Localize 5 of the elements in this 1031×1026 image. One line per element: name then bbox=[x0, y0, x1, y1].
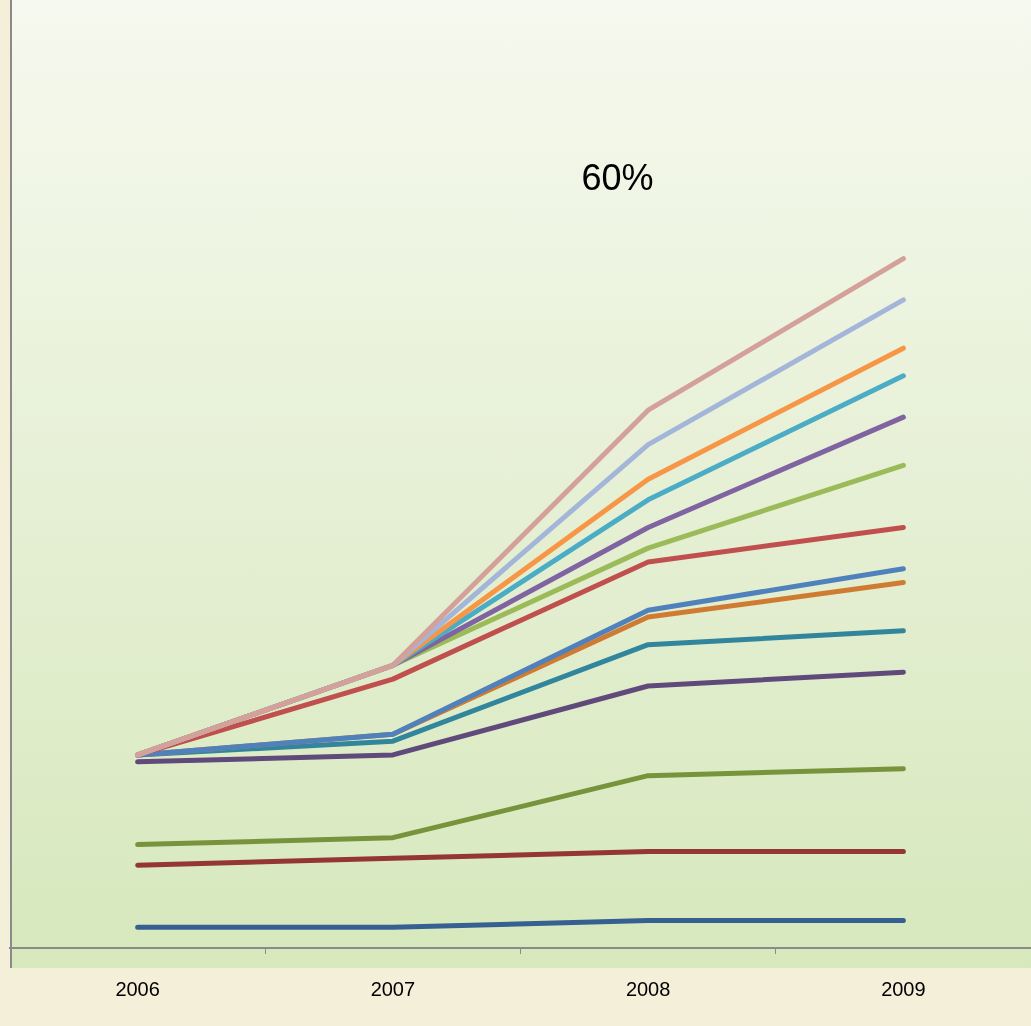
x-tick-label: 2007 bbox=[370, 977, 416, 1000]
x-tick-label: 2008 bbox=[625, 977, 671, 1000]
x-tick-label: 2006 bbox=[115, 977, 160, 1000]
x-tick-label: 2009 bbox=[881, 977, 926, 1000]
text: 60% bbox=[581, 156, 654, 198]
